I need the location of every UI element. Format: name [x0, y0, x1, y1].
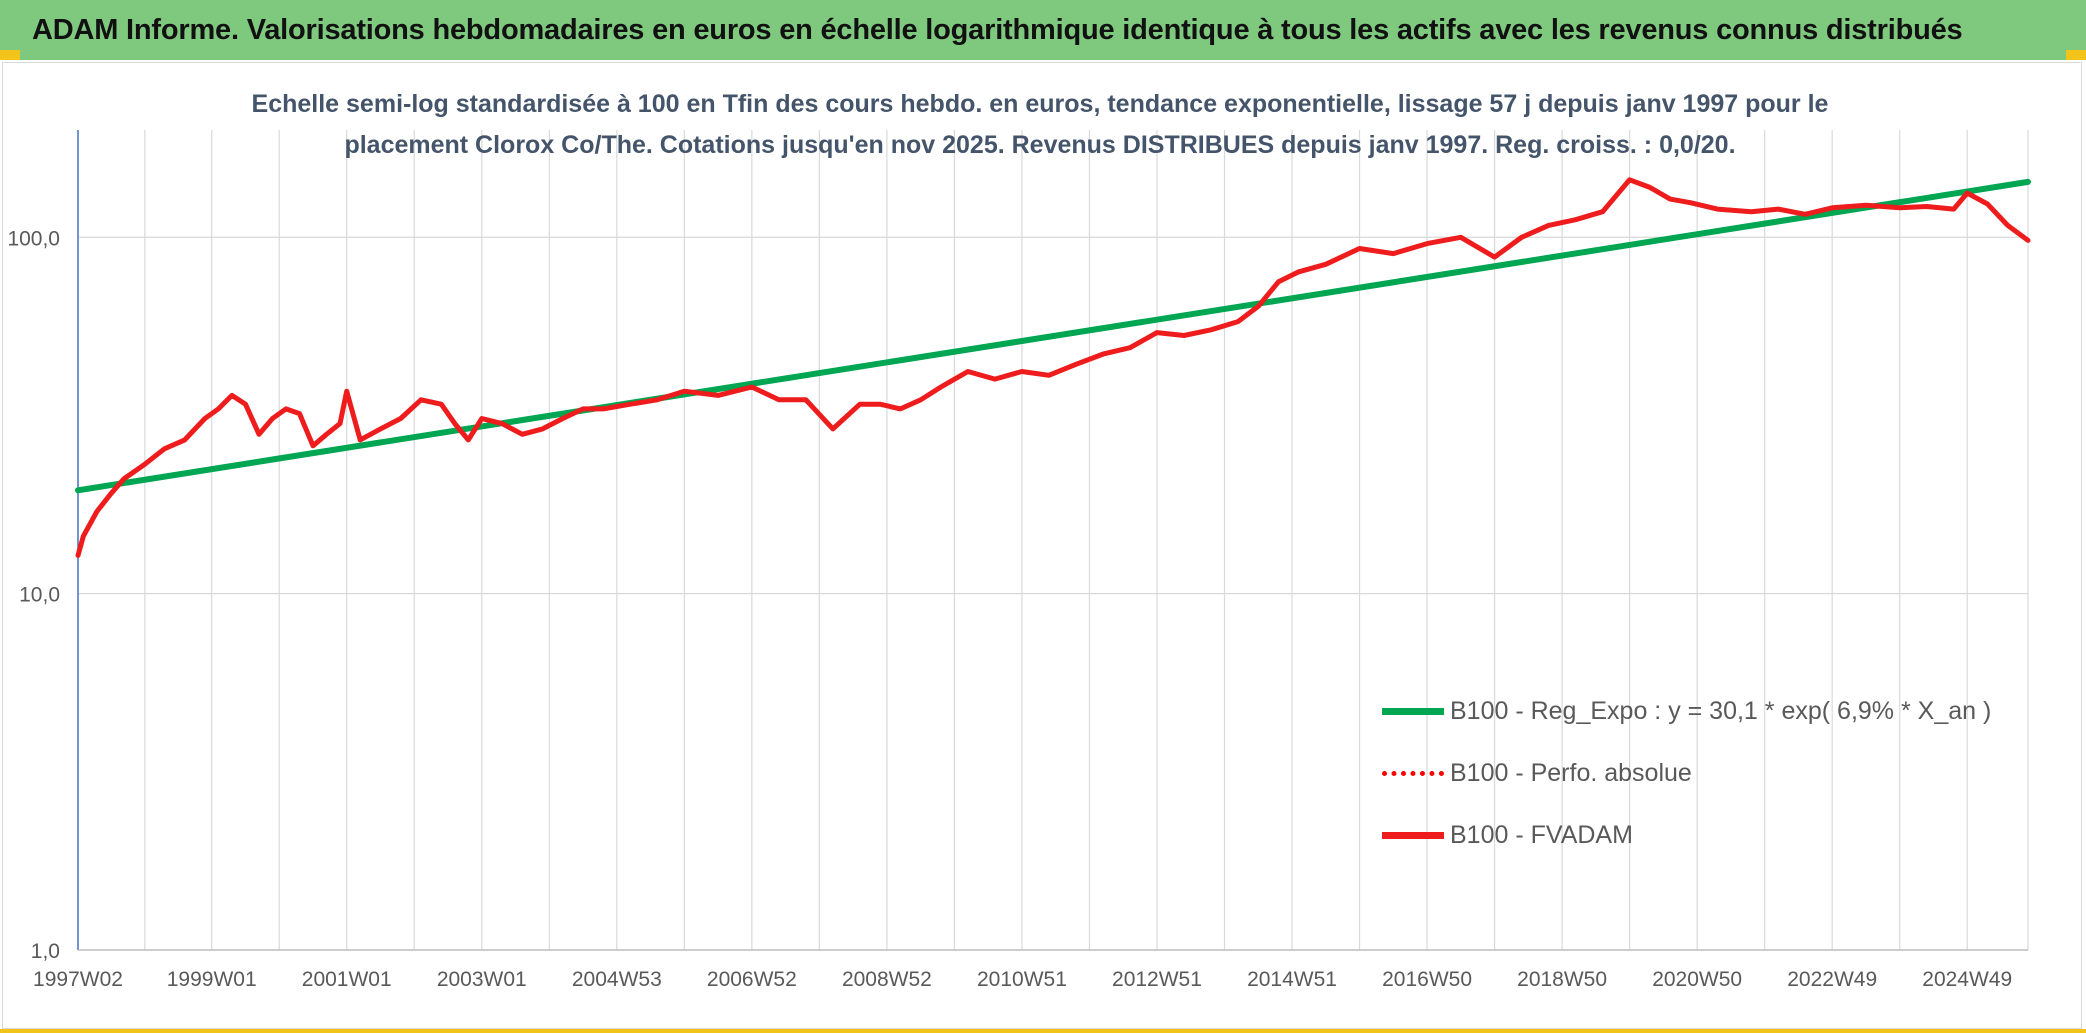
legend-item-trend: B100 - Reg_Expo : y = 30,1 * exp( 6,9% *…: [1382, 680, 2062, 742]
chart-title-line-1: Echelle semi-log standardisée à 100 en T…: [251, 90, 1829, 118]
perf-series-line: [76, 178, 2030, 557]
chart-title: Echelle semi-log standardisée à 100 en T…: [220, 84, 1860, 166]
legend-item-perf: B100 - Perfo. absolue: [1382, 742, 2062, 804]
x-tick-label: 2003W01: [437, 968, 527, 991]
banner-title: ADAM Informe. Valorisations hebdomadaire…: [32, 13, 1963, 46]
fvadam-series-line: [75, 177, 2031, 558]
chart-legend: B100 - Reg_Expo : y = 30,1 * exp( 6,9% *…: [1382, 680, 2062, 866]
chart-frame: [2, 62, 2082, 1029]
report-banner: ADAM Informe. Valorisations hebdomadaire…: [0, 0, 2086, 60]
x-tick-label: 2008W52: [842, 968, 932, 991]
x-tick-label: 2018W50: [1517, 968, 1607, 991]
y-tick-label: 100,0: [7, 227, 60, 250]
y-tick-label: 10,0: [19, 584, 60, 607]
trend-series-line: [75, 178, 2031, 494]
x-tick-label: 2024W49: [1922, 968, 2012, 991]
x-tick-label: 2014W51: [1247, 968, 1337, 991]
x-tick-label: 2001W01: [302, 968, 392, 991]
x-tick-label: 1997W02: [33, 968, 123, 991]
chart-title-line-2: placement Clorox Co/The. Cotations jusqu…: [344, 131, 1736, 159]
x-tick-label: 2020W50: [1652, 968, 1742, 991]
legend-label-trend: B100 - Reg_Expo : y = 30,1 * exp( 6,9% *…: [1450, 696, 1992, 725]
banner-corner-left: [0, 50, 20, 60]
x-tick-label: 2022W49: [1787, 968, 1877, 991]
legend-swatch-perf: [1382, 770, 1444, 776]
legend-swatch-trend: [1382, 707, 1444, 715]
legend-item-fvadam: B100 - FVADAM: [1382, 804, 2062, 866]
x-tick-label: 2016W50: [1382, 968, 1472, 991]
bottom-accent-line: [0, 1029, 2086, 1033]
y-tick-label: 1,0: [31, 940, 60, 963]
x-tick-label: 2006W52: [707, 968, 797, 991]
x-tick-label: 2012W51: [1112, 968, 1202, 991]
legend-label-perf: B100 - Perfo. absolue: [1450, 758, 1692, 787]
x-tick-label: 1999W01: [167, 968, 257, 991]
legend-label-fvadam: B100 - FVADAM: [1450, 820, 1633, 849]
x-tick-label: 2010W51: [977, 968, 1067, 991]
banner-corner-right: [2066, 50, 2086, 60]
legend-swatch-fvadam: [1382, 831, 1444, 839]
x-tick-label: 2004W53: [572, 968, 662, 991]
